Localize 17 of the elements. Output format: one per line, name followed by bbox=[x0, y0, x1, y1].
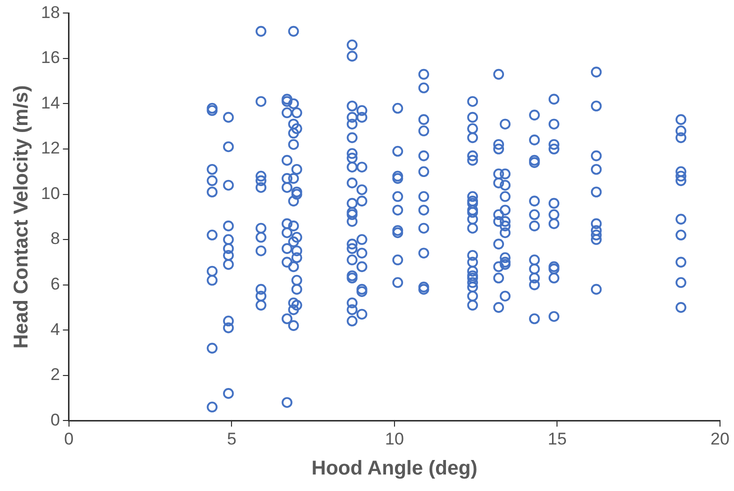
x-tick-label: 15 bbox=[548, 429, 567, 448]
y-tick-label: 6 bbox=[50, 274, 60, 294]
x-tick-label: 10 bbox=[384, 429, 404, 448]
y-tick-label: 2 bbox=[50, 365, 60, 384]
y-tick-label: 16 bbox=[40, 48, 60, 68]
y-tick-label: 18 bbox=[40, 2, 60, 22]
y-tick-label: 0 bbox=[50, 410, 60, 430]
x-tick-label: 0 bbox=[64, 429, 74, 448]
y-tick-label: 10 bbox=[40, 184, 60, 203]
y-axis-title: Head Contact Velocity (m/s) bbox=[10, 85, 33, 349]
y-tick-label: 14 bbox=[40, 93, 60, 112]
y-tick-label: 12 bbox=[40, 138, 60, 158]
y-tick-label: 4 bbox=[50, 320, 60, 339]
y-tick-label: 8 bbox=[50, 229, 60, 248]
x-tick-label: 5 bbox=[226, 429, 236, 448]
x-tick-label: 20 bbox=[710, 429, 730, 448]
x-axis-title: Hood Angle (deg) bbox=[312, 458, 478, 480]
